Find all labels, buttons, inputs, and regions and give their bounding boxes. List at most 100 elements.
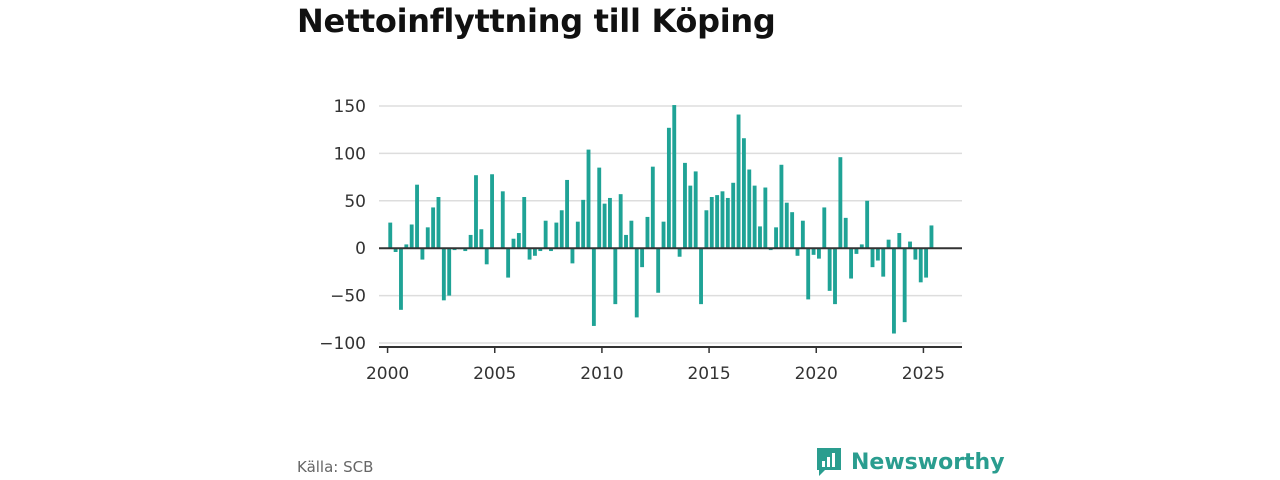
bar <box>784 202 789 249</box>
bar <box>715 195 720 249</box>
bar <box>388 222 393 249</box>
bar <box>806 248 811 300</box>
bar <box>758 226 762 249</box>
bar <box>500 191 505 249</box>
bar <box>661 221 666 249</box>
bar <box>591 248 596 326</box>
newsworthy-logo-icon <box>817 448 841 476</box>
bar <box>436 197 441 249</box>
bar <box>533 248 537 256</box>
bar <box>752 185 757 249</box>
bar <box>506 248 511 278</box>
bar <box>479 229 484 249</box>
bar <box>908 241 912 249</box>
bar <box>929 225 934 249</box>
bar <box>640 248 645 268</box>
bar <box>924 248 929 278</box>
bar <box>409 224 414 249</box>
bar <box>725 197 730 249</box>
bar <box>618 194 623 249</box>
bar <box>527 248 532 260</box>
y-tick-label: 50 <box>344 192 366 212</box>
bar <box>554 222 559 249</box>
bar <box>736 114 741 249</box>
bar <box>538 248 543 252</box>
bar <box>774 227 778 249</box>
bar <box>913 248 918 260</box>
y-tick-label: 150 <box>334 97 366 117</box>
bar <box>918 248 923 283</box>
y-tick-label: −50 <box>330 287 366 307</box>
y-tick-label: 100 <box>334 144 366 164</box>
bar <box>790 212 795 249</box>
bar <box>704 210 709 249</box>
bar <box>741 138 746 249</box>
x-tick-label: 2000 <box>366 364 409 384</box>
bar <box>474 175 478 249</box>
bar <box>731 182 736 249</box>
x-tick-label: 2020 <box>795 364 838 384</box>
bar <box>875 248 880 261</box>
bar <box>859 244 864 249</box>
bar <box>468 234 473 249</box>
bar <box>683 162 687 249</box>
bar <box>720 191 725 249</box>
bar <box>597 167 602 249</box>
bar <box>747 169 752 249</box>
chart-title: Nettoinflyttning till Köping <box>297 2 776 40</box>
bar <box>779 164 784 249</box>
bars <box>388 105 934 334</box>
bar <box>581 199 586 249</box>
bar <box>666 127 671 249</box>
bar <box>634 248 639 318</box>
bar <box>570 248 575 264</box>
source-note: Källa: SCB <box>297 458 374 476</box>
bar <box>822 207 827 249</box>
bar <box>522 197 527 249</box>
bar <box>441 248 446 301</box>
y-tick-label: −100 <box>319 334 366 354</box>
bar <box>447 248 452 296</box>
x-tick-label: 2025 <box>902 364 945 384</box>
bar <box>693 171 698 249</box>
bar <box>425 227 430 249</box>
bar <box>672 105 677 249</box>
bar <box>608 197 612 249</box>
bar <box>404 244 409 249</box>
bar <box>565 179 570 249</box>
bar <box>817 248 821 259</box>
bar <box>511 238 516 249</box>
bar <box>420 248 425 260</box>
axes <box>379 247 962 353</box>
bar <box>854 248 859 254</box>
bar <box>393 248 398 252</box>
bar <box>763 187 768 249</box>
bar <box>516 233 521 249</box>
bar <box>870 248 875 268</box>
bar <box>656 248 661 293</box>
bar <box>902 248 907 323</box>
x-tick-label: 2005 <box>473 364 516 384</box>
bar <box>800 220 805 249</box>
bar <box>484 248 489 265</box>
bar <box>399 248 403 310</box>
bar <box>490 174 494 249</box>
bar <box>897 233 902 249</box>
bar <box>415 184 419 249</box>
x-tick-label: 2010 <box>580 364 623 384</box>
bar <box>709 197 714 249</box>
bar <box>629 220 634 249</box>
bar <box>833 248 837 305</box>
bar <box>645 216 650 249</box>
bar <box>843 217 848 249</box>
brand-logo[interactable]: Newsworthy <box>815 446 1005 478</box>
x-tick-label: 2015 <box>687 364 730 384</box>
bar <box>624 234 628 249</box>
bar <box>586 149 591 249</box>
bar <box>795 248 800 256</box>
bar <box>849 248 854 279</box>
bar <box>688 185 693 249</box>
bar <box>827 248 832 291</box>
y-tick-label: 0 <box>355 239 366 259</box>
